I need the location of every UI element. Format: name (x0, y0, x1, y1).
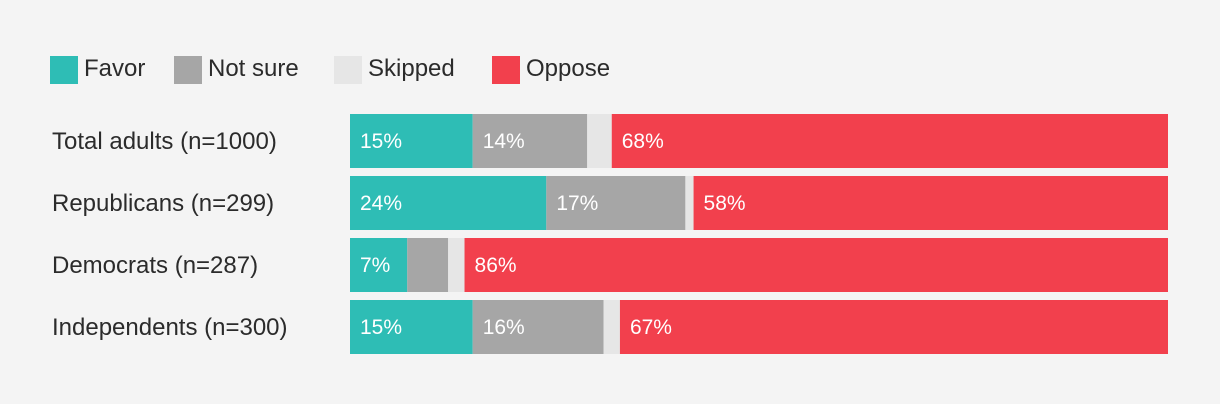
category-label: Independents (n=300) (52, 314, 288, 341)
data-label-favor: 24% (360, 192, 402, 215)
data-label-oppose: 67% (630, 316, 672, 339)
category-label: Total adults (n=1000) (52, 128, 277, 155)
data-label-favor: 15% (360, 316, 402, 339)
legend-label-skipped: Skipped (368, 55, 455, 82)
data-label-not-sure: 14% (483, 130, 525, 153)
legend-item-favor: Favor (50, 55, 145, 84)
data-label-oppose: 58% (704, 192, 746, 215)
bar-segment-not-sure (546, 176, 686, 230)
data-label-not-sure: 16% (483, 316, 525, 339)
legend-item-oppose: Oppose (492, 55, 610, 84)
data-label-not-sure: 17% (556, 192, 598, 215)
bar-segment-favor (350, 114, 473, 168)
bar-segment-favor (350, 176, 547, 230)
bar-segment-skipped (685, 176, 694, 230)
bar-segment-favor (350, 238, 408, 292)
bar-segment-skipped (448, 238, 465, 292)
bar-rows: Total adults (n=1000) 15% 14% 68% Republican… (52, 114, 1168, 354)
bar-segment-not-sure (472, 114, 588, 168)
bar-segment-skipped (603, 300, 620, 354)
data-label-favor: 7% (360, 254, 390, 277)
bar-segment-favor (350, 300, 473, 354)
bar-segment-oppose (619, 300, 1168, 354)
bar-segment-oppose (464, 238, 1168, 292)
legend-label-not-sure: Not sure (208, 55, 299, 82)
category-label: Democrats (n=287) (52, 252, 258, 279)
legend-swatch-not-sure (174, 56, 202, 84)
data-label-oppose: 86% (475, 254, 517, 277)
legend-item-skipped: Skipped (334, 55, 455, 84)
bar-segment-skipped (587, 114, 612, 168)
data-label-oppose: 68% (622, 130, 664, 153)
legend: Favor Not sure Skipped Oppose (50, 55, 610, 84)
bar-row: Independents (n=300) 15% 16% 67% (52, 300, 1168, 354)
bar-segment-not-sure (407, 238, 449, 292)
legend-label-favor: Favor (84, 55, 145, 82)
legend-item-not-sure: Not sure (174, 55, 299, 84)
bar-segment-oppose (693, 176, 1168, 230)
category-label: Republicans (n=299) (52, 190, 274, 217)
legend-swatch-oppose (492, 56, 520, 84)
bar-segment-not-sure (472, 300, 604, 354)
legend-label-oppose: Oppose (526, 55, 610, 82)
legend-swatch-skipped (334, 56, 362, 84)
legend-swatch-favor (50, 56, 78, 84)
bar-row: Republicans (n=299) 24% 17% 58% (52, 176, 1168, 230)
bar-row: Democrats (n=287) 7% 86% (52, 238, 1168, 292)
bar-segment-oppose (611, 114, 1168, 168)
bar-row: Total adults (n=1000) 15% 14% 68% (52, 114, 1168, 168)
data-label-favor: 15% (360, 130, 402, 153)
